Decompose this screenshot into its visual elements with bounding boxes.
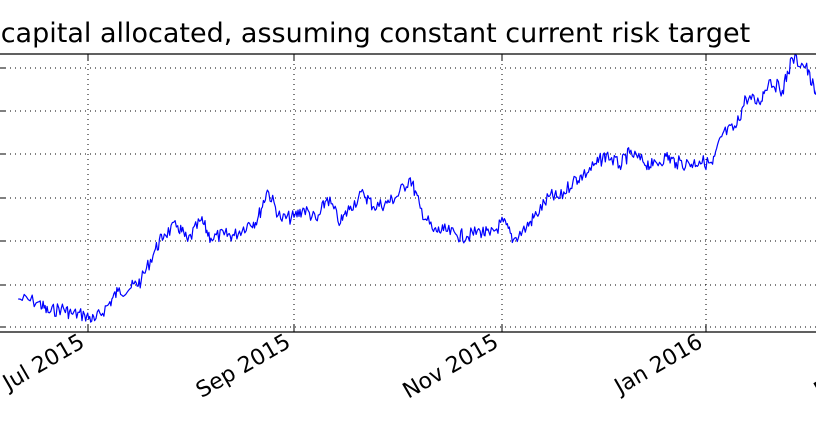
x-tick-label-4: Mar 2016 [810, 330, 816, 404]
chart-title: Fraction of capital allocated, assuming … [0, 18, 750, 49]
series-layer [18, 54, 816, 323]
x-tick-label-3: Jan 2016 [609, 330, 707, 401]
x-tick-label-1: Sep 2015 [192, 330, 295, 404]
gridlines [0, 54, 816, 332]
x-tick-label-2: Nov 2015 [399, 330, 503, 405]
x-tick-label-0: Jul 2015 [0, 330, 89, 397]
x-axis: Jul 2015 Sep 2015 Nov 2015 Jan 2016 Mar 2016 [0, 54, 816, 404]
axis-frame [0, 53, 816, 333]
series-line-0 [18, 54, 816, 323]
